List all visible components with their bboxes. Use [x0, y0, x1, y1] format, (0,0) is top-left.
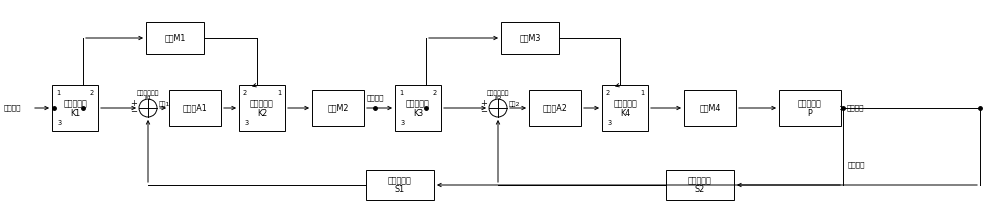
- Text: 流量输出: 流量输出: [847, 105, 864, 111]
- Text: 压电比例阀: 压电比例阀: [798, 100, 822, 108]
- Text: 2: 2: [243, 90, 247, 96]
- Text: 误差2: 误差2: [509, 101, 520, 107]
- Text: 误差1: 误差1: [159, 101, 170, 107]
- Text: −: −: [130, 107, 138, 117]
- Bar: [366, 170, 434, 200]
- Bar: [501, 22, 559, 54]
- Text: 负反馈减法器
F2: 负反馈减法器 F2: [487, 90, 509, 101]
- Text: 3: 3: [58, 120, 62, 126]
- Text: P: P: [808, 108, 812, 117]
- Text: 位移设定: 位移设定: [366, 95, 384, 101]
- Text: 模型M4: 模型M4: [699, 104, 721, 112]
- Bar: [146, 22, 204, 54]
- Text: 3: 3: [245, 120, 249, 126]
- Text: 模式选择器: 模式选择器: [63, 100, 87, 108]
- Text: 位移输出: 位移输出: [848, 162, 866, 168]
- Bar: [602, 85, 648, 131]
- Text: 3: 3: [608, 120, 612, 126]
- Text: K3: K3: [413, 108, 423, 117]
- Text: K1: K1: [70, 108, 80, 117]
- Bar: [666, 170, 734, 200]
- Bar: [239, 85, 285, 131]
- Bar: [684, 90, 736, 126]
- Text: 2: 2: [90, 90, 94, 96]
- Text: 模式选择器: 模式选择器: [250, 100, 274, 108]
- Text: +: +: [131, 100, 137, 108]
- Bar: [395, 85, 441, 131]
- Text: 1: 1: [640, 90, 644, 96]
- Text: 1: 1: [277, 90, 281, 96]
- Text: 流量设定: 流量设定: [4, 105, 22, 111]
- Text: 2: 2: [606, 90, 610, 96]
- Bar: [312, 90, 364, 126]
- Text: 负反馈减法器
F1: 负反馈减法器 F1: [137, 90, 159, 101]
- Text: 流量传感器: 流量传感器: [388, 176, 412, 186]
- Text: S2: S2: [695, 186, 705, 194]
- Text: −: −: [480, 107, 488, 117]
- Text: 模式选择器: 模式选择器: [613, 100, 637, 108]
- Text: K2: K2: [257, 108, 267, 117]
- Bar: [52, 85, 98, 131]
- Text: K4: K4: [620, 108, 630, 117]
- Bar: [169, 90, 221, 126]
- Text: 模型M1: 模型M1: [164, 33, 186, 43]
- Bar: [779, 90, 841, 126]
- Text: 模式选择器: 模式选择器: [406, 100, 430, 108]
- Text: 位移传感器: 位移传感器: [688, 176, 712, 186]
- Text: 控制器A2: 控制器A2: [543, 104, 567, 112]
- Text: 控制器A1: 控制器A1: [183, 104, 207, 112]
- Text: 模型M2: 模型M2: [327, 104, 349, 112]
- Text: 1: 1: [399, 90, 403, 96]
- Text: 3: 3: [401, 120, 405, 126]
- Bar: [529, 90, 581, 126]
- Text: S1: S1: [395, 186, 405, 194]
- Text: 1: 1: [56, 90, 60, 96]
- Text: +: +: [481, 100, 487, 108]
- Text: 模型M3: 模型M3: [519, 33, 541, 43]
- Text: 2: 2: [433, 90, 437, 96]
